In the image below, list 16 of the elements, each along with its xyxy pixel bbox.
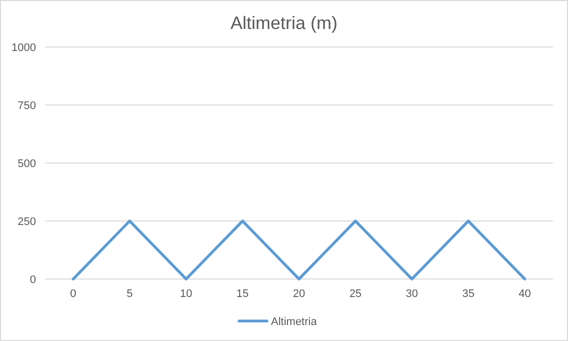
x-tick-label: 10	[180, 288, 192, 300]
chart-title: Altimetria (m)	[230, 13, 338, 33]
y-tick-label: 750	[18, 100, 36, 112]
x-tick-label: 15	[236, 288, 249, 300]
x-tick-label: 20	[292, 288, 306, 300]
x-tick-label: 0	[70, 288, 76, 300]
x-tick-label: 5	[126, 288, 133, 300]
y-tick-label: 250	[18, 216, 36, 228]
x-tick-label: 40	[518, 288, 531, 300]
x-tick-label: 30	[406, 288, 418, 300]
y-tick-label: 0	[30, 274, 36, 286]
x-tick-label: 35	[462, 288, 474, 300]
y-tick-label: 1000	[12, 42, 36, 54]
y-tick-label: 500	[18, 158, 36, 170]
x-tick-label: 25	[349, 288, 362, 300]
legend-label: Altimetria	[271, 316, 318, 328]
